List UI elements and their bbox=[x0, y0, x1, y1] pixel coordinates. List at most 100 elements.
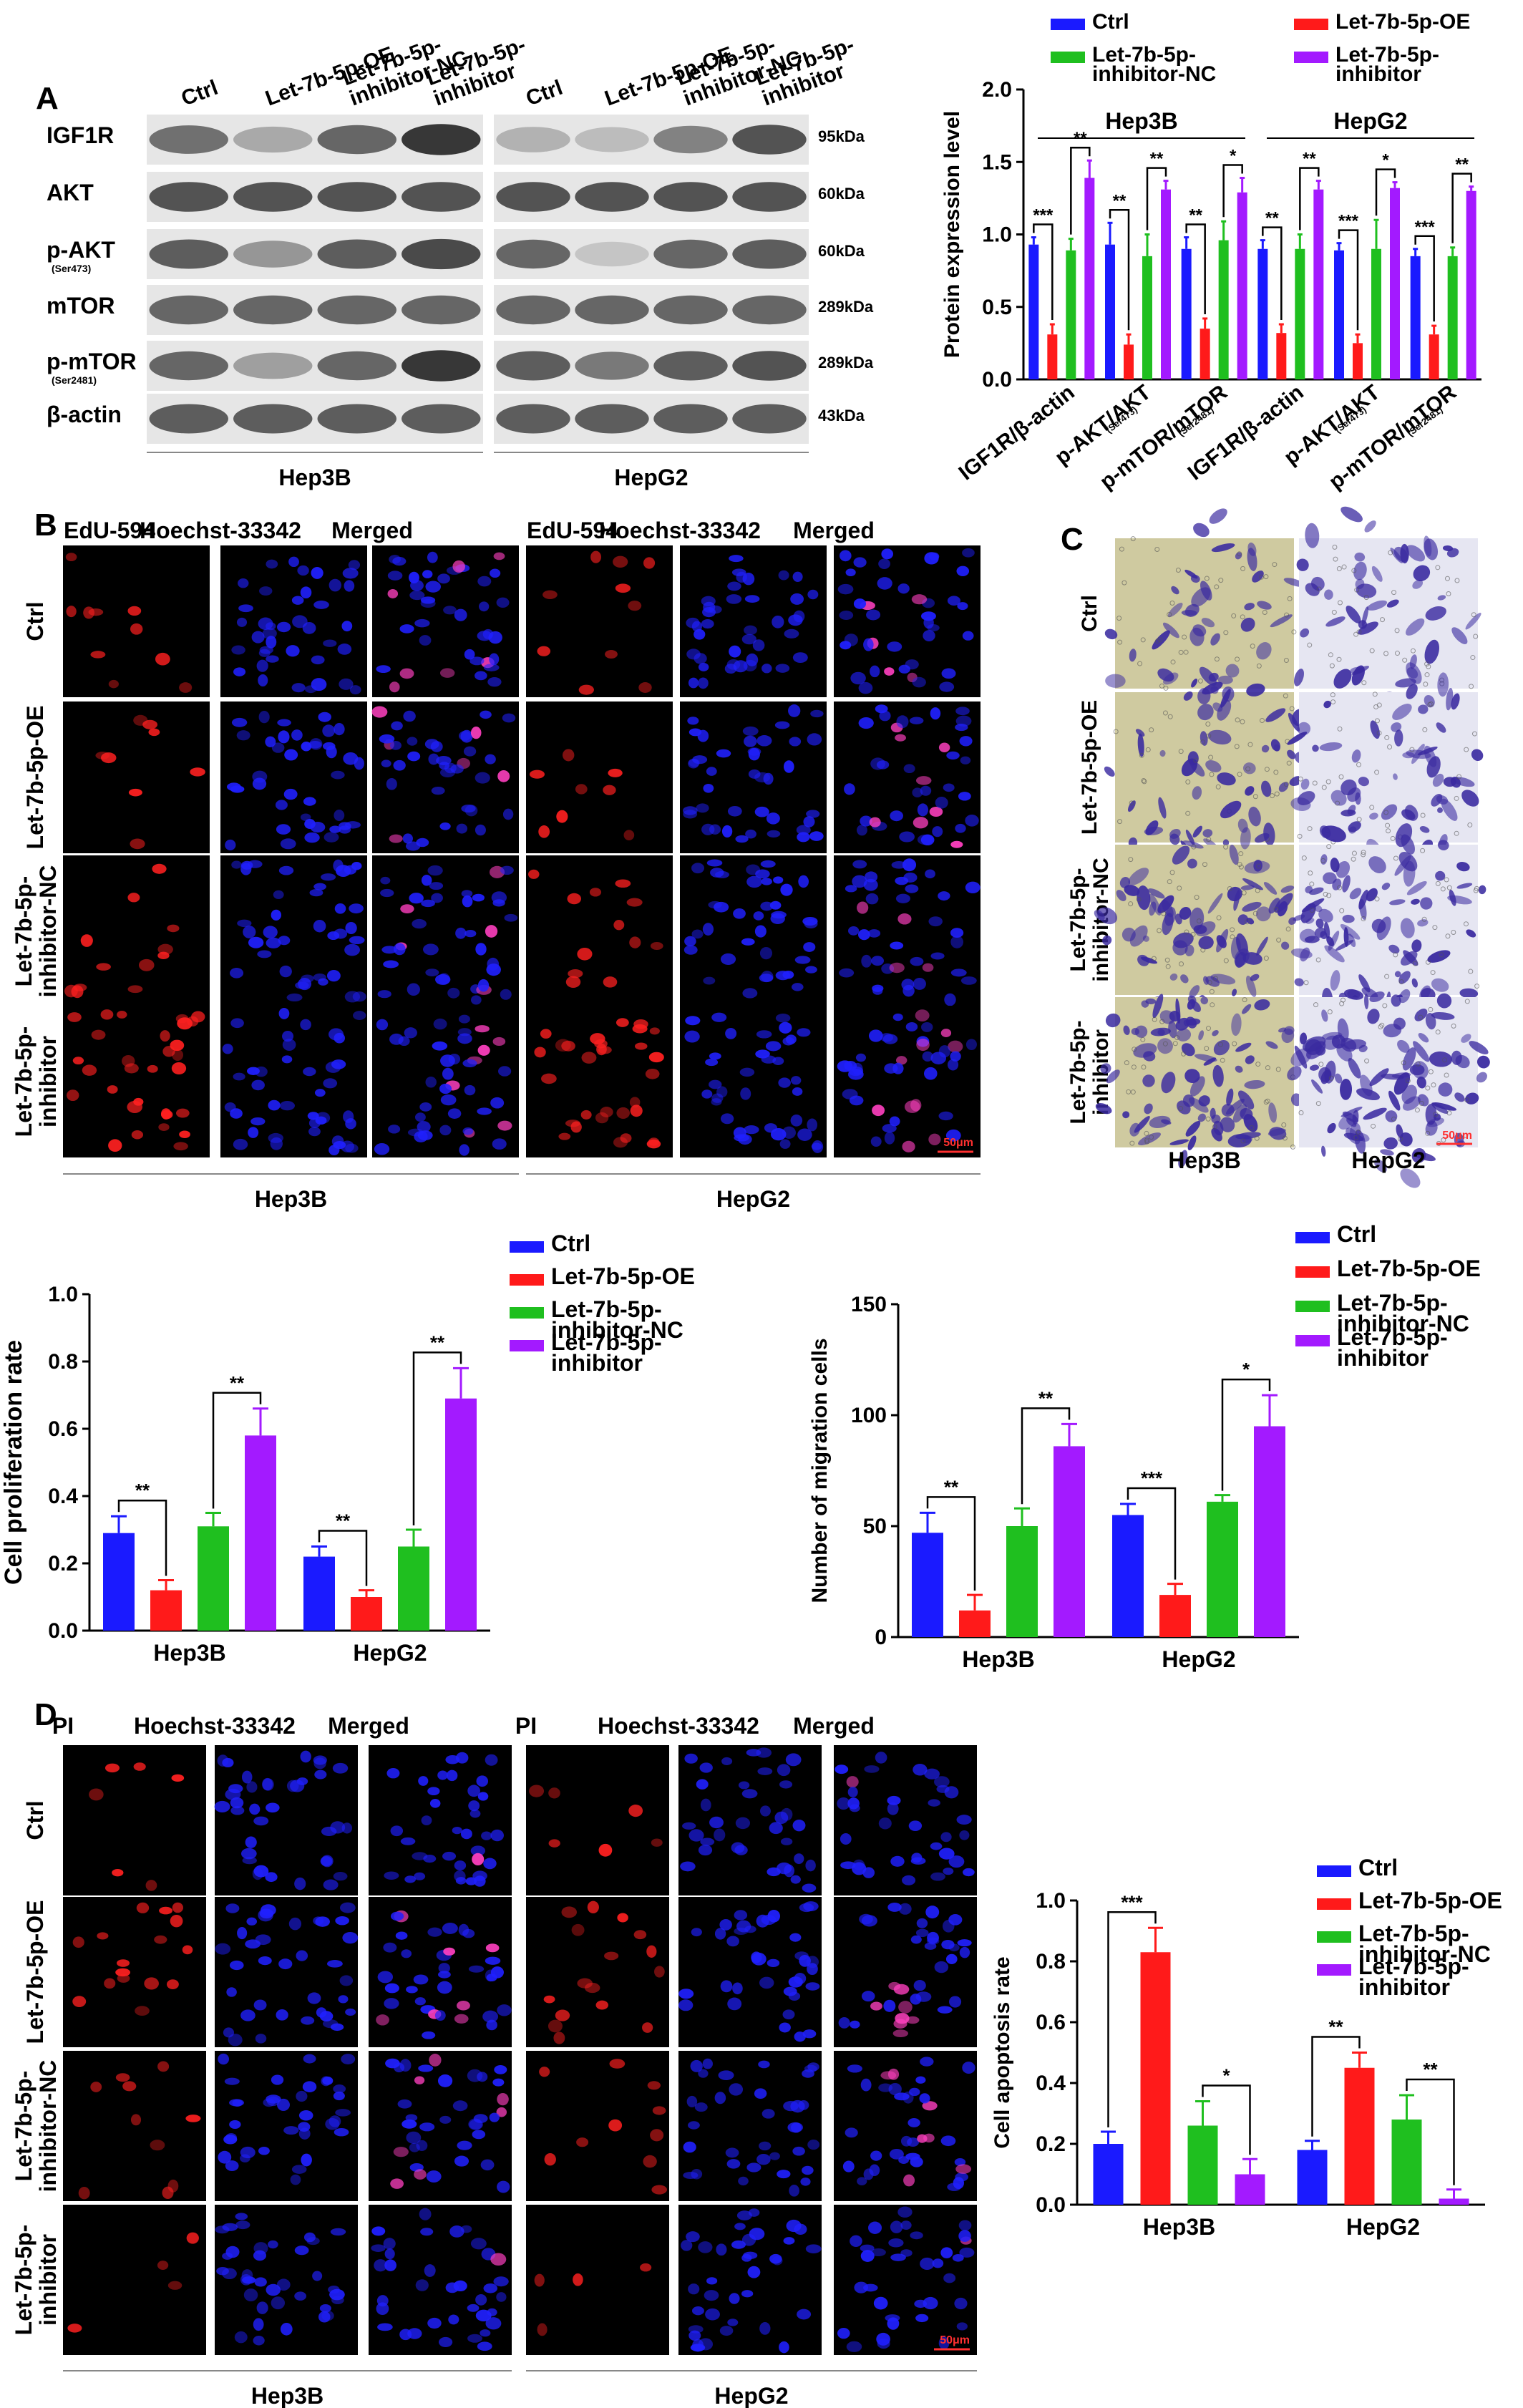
stained-cell bbox=[1412, 579, 1424, 589]
cell-nucleus bbox=[779, 2022, 791, 2033]
stained-cell bbox=[1447, 895, 1472, 905]
membrane-pore bbox=[1356, 762, 1362, 767]
stained-cell bbox=[1294, 978, 1304, 986]
membrane-pore bbox=[1149, 727, 1154, 733]
cell-nucleus bbox=[138, 958, 155, 971]
membrane-pore bbox=[1285, 926, 1291, 932]
cell-nucleus bbox=[924, 1942, 937, 1950]
membrane-pore bbox=[1137, 661, 1143, 666]
stained-cell bbox=[1128, 868, 1149, 885]
stained-cell bbox=[1394, 971, 1401, 978]
cell-nucleus bbox=[421, 875, 432, 886]
stained-cell bbox=[1406, 618, 1425, 636]
cell-nucleus bbox=[786, 2219, 802, 2233]
cell-nucleus bbox=[240, 1848, 257, 1860]
cell-nucleus bbox=[439, 1083, 452, 1094]
cell-nucleus bbox=[734, 2223, 746, 2230]
cell-nucleus bbox=[892, 1013, 903, 1021]
membrane-pore bbox=[1440, 886, 1446, 892]
cell-nucleus bbox=[332, 1762, 349, 1774]
cell-nucleus bbox=[922, 2101, 938, 2111]
cell-nucleus bbox=[429, 2054, 442, 2067]
stained-cell bbox=[1437, 672, 1449, 697]
cell-nucleus bbox=[330, 1821, 346, 1834]
membrane-pore bbox=[1165, 963, 1171, 969]
stained-cell bbox=[1437, 807, 1443, 813]
significance-label: ** bbox=[1113, 191, 1127, 210]
row-label-line: inhibitor-NC bbox=[35, 2060, 61, 2193]
cell-nucleus bbox=[965, 881, 981, 893]
cell-nucleus bbox=[335, 1916, 349, 1926]
cell-nucleus bbox=[888, 1981, 901, 1991]
row-label: Let-7b-5p-OE bbox=[22, 706, 48, 850]
cell-line-label: HepG2 bbox=[1351, 1147, 1425, 1173]
stained-cell bbox=[1149, 1115, 1171, 1128]
cell-nucleus bbox=[897, 583, 910, 594]
cell-nucleus bbox=[321, 2310, 334, 2321]
cell-nucleus bbox=[431, 893, 443, 903]
bar bbox=[1371, 248, 1381, 379]
bar bbox=[1159, 1595, 1191, 1637]
membrane-pore bbox=[1154, 639, 1160, 644]
membrane-pore bbox=[1444, 1072, 1449, 1078]
cell-nucleus bbox=[246, 1917, 258, 1926]
blot-band bbox=[575, 241, 649, 267]
stained-cell bbox=[1191, 679, 1198, 688]
membrane-pore bbox=[1308, 870, 1313, 876]
micrograph-tile bbox=[526, 2205, 669, 2355]
cell-nucleus bbox=[684, 936, 696, 947]
cell-nucleus bbox=[803, 942, 816, 952]
bar bbox=[1295, 248, 1305, 379]
cell-nucleus bbox=[754, 772, 771, 783]
cell-nucleus bbox=[955, 823, 966, 833]
cell-nucleus bbox=[89, 1788, 104, 1801]
cell-nucleus bbox=[930, 707, 941, 720]
blot-band bbox=[653, 125, 728, 154]
cell-nucleus bbox=[490, 2253, 507, 2266]
kda-label: 289kDa bbox=[818, 354, 874, 372]
cell-nucleus bbox=[314, 1769, 327, 1780]
western-row-label: p-AKT bbox=[47, 237, 115, 263]
cell-nucleus bbox=[406, 1986, 418, 1994]
membrane-pore bbox=[1265, 1065, 1270, 1071]
stained-cell bbox=[1201, 618, 1215, 628]
cell-nucleus bbox=[407, 983, 420, 996]
bar bbox=[1429, 334, 1439, 379]
membrane-pore bbox=[1351, 568, 1357, 573]
x-category-label: HepG2 bbox=[353, 1640, 427, 1666]
membrane-pore bbox=[1338, 774, 1344, 780]
membrane-pore bbox=[1197, 678, 1203, 684]
kda-label: 60kDa bbox=[818, 185, 865, 203]
cell-nucleus bbox=[734, 1910, 748, 1921]
significance-bracket bbox=[926, 1496, 976, 1591]
cell-nucleus bbox=[433, 1018, 447, 1030]
cell-nucleus bbox=[890, 810, 903, 822]
cell-nucleus bbox=[714, 1828, 726, 1842]
significance-bracket bbox=[117, 1499, 167, 1576]
stained-cell bbox=[1456, 862, 1470, 872]
cell-nucleus bbox=[865, 893, 879, 905]
transwell-tile bbox=[1115, 538, 1294, 689]
cell-nucleus bbox=[856, 824, 867, 836]
membrane-pore bbox=[1446, 1110, 1452, 1116]
cell-nucleus bbox=[172, 1049, 184, 1061]
cell-nucleus bbox=[727, 2319, 739, 2326]
legend-label: Ctrl bbox=[1092, 10, 1129, 34]
cell-nucleus bbox=[529, 1785, 545, 1797]
bar bbox=[1105, 244, 1115, 379]
cell-nucleus bbox=[899, 831, 915, 843]
membrane-pore bbox=[1214, 584, 1220, 590]
membrane-pore bbox=[1353, 1135, 1359, 1140]
membrane-pore bbox=[1425, 959, 1431, 965]
cell-nucleus bbox=[958, 792, 971, 801]
cell-nucleus bbox=[238, 578, 249, 588]
blot-band bbox=[496, 239, 570, 269]
cell-nucleus bbox=[457, 2140, 472, 2150]
cell-nucleus bbox=[330, 2023, 344, 2031]
cell-nucleus bbox=[479, 601, 490, 612]
legend-label: Ctrl bbox=[1358, 1855, 1398, 1880]
membrane-pore bbox=[1361, 916, 1366, 922]
micrograph-tile bbox=[526, 545, 673, 697]
cell-nucleus bbox=[316, 2007, 327, 2018]
cell-nucleus bbox=[380, 876, 391, 885]
